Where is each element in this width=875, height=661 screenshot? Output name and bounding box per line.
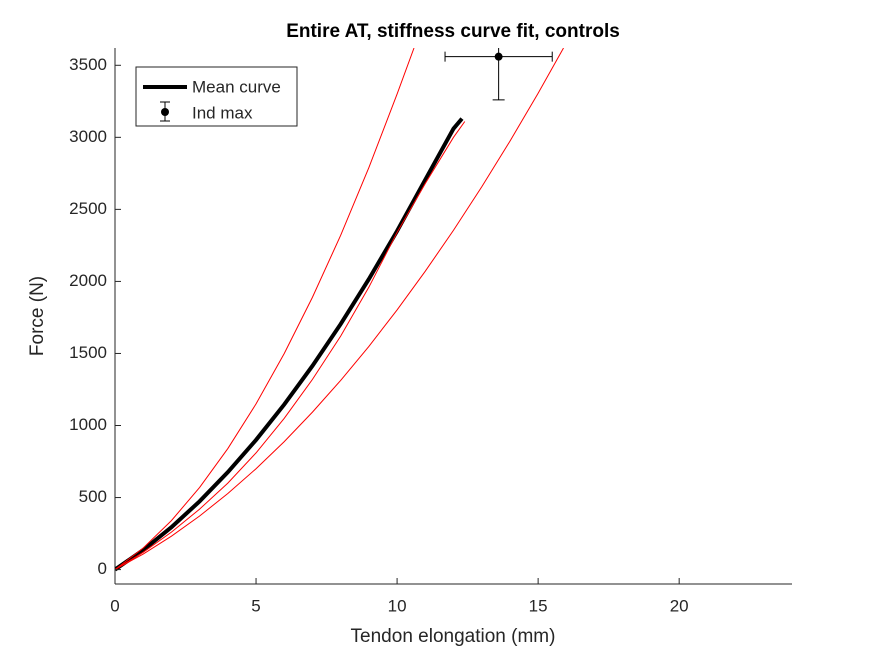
curve: [115, 48, 415, 570]
x-tick-label: 10: [388, 596, 407, 615]
y-axis-label: Force (N): [27, 276, 48, 356]
legend-label: Mean curve: [192, 77, 281, 96]
y-tick-label: 3500: [69, 55, 107, 74]
y-tick-label: 1500: [69, 343, 107, 362]
point: [494, 52, 503, 61]
chart-title: Entire AT, stiffness curve fit, controls: [286, 21, 620, 42]
x-tick-label: 15: [529, 596, 548, 615]
y-tick-label: 500: [79, 487, 107, 506]
x-tick-label: 0: [110, 596, 119, 615]
curve: [115, 48, 564, 571]
y-tick-label: 0: [98, 559, 107, 578]
curve: [115, 121, 466, 571]
y-tick-label: 2500: [69, 199, 107, 218]
y-tick-label: 1000: [69, 415, 107, 434]
x-tick-label: 5: [251, 596, 260, 615]
y-tick-label: 2000: [69, 271, 107, 290]
legend-swatch: [161, 108, 169, 116]
curve: [115, 117, 464, 572]
plot-area: [115, 48, 564, 572]
legend-label: Ind max: [192, 103, 253, 122]
x-axis-label: Tendon elongation (mm): [351, 626, 556, 647]
x-tick-label: 20: [670, 596, 689, 615]
legend: [135, 66, 298, 127]
y-tick-label: 3000: [69, 127, 107, 146]
